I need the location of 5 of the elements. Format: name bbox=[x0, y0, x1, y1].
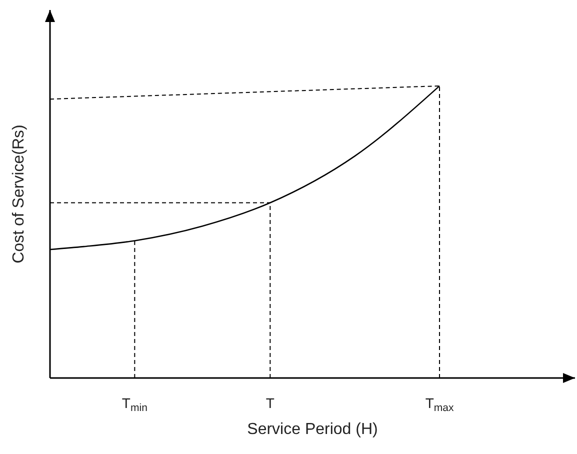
x-tick-label: T$_{max}$ bbox=[425, 395, 454, 414]
x-axis-title: Service Period (H) bbox=[247, 421, 378, 438]
x-tick-label: T$_{min}$ bbox=[122, 395, 148, 414]
y-axis-title: Cost of Service(Rs) bbox=[10, 124, 28, 264]
x-tick-label: T bbox=[266, 395, 275, 411]
